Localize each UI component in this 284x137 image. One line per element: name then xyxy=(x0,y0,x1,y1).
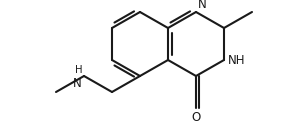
Text: H: H xyxy=(74,65,82,75)
Text: N: N xyxy=(198,0,207,11)
Text: N: N xyxy=(73,77,82,90)
Text: O: O xyxy=(191,111,201,124)
Text: NH: NH xyxy=(228,54,245,66)
